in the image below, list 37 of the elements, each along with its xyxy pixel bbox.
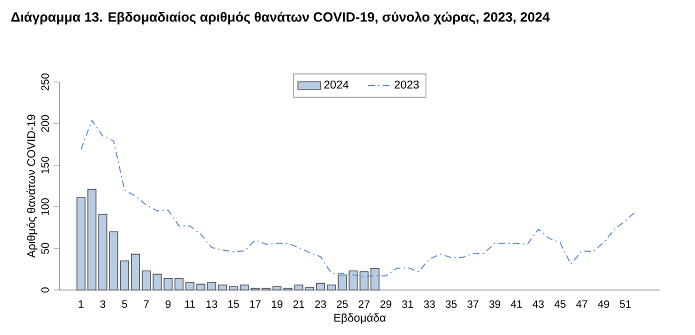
y-tick-label: 250: [41, 74, 49, 90]
x-tick-label: 21: [293, 300, 304, 308]
x-tick-label: 17: [250, 300, 261, 308]
x-tick-label: 7: [144, 300, 149, 308]
x-tick-label: 35: [446, 300, 457, 308]
x-tick-label: 47: [576, 300, 588, 308]
x-tick-label: 1: [78, 300, 84, 308]
x-tick-label: 9: [166, 300, 171, 308]
x-tick-label: 49: [598, 300, 610, 308]
x-axis-title: Εβδομάδα: [334, 313, 386, 324]
x-tick-label: 45: [554, 300, 566, 308]
x-tick-label: 41: [510, 300, 522, 308]
x-tick-label: 43: [532, 300, 544, 308]
x-tick-label: 3: [100, 300, 106, 308]
x-tick-label: 15: [228, 300, 239, 308]
legend-label: 2024: [324, 80, 349, 89]
x-tick-label: 11: [185, 300, 195, 308]
y-tick-label: 200: [41, 115, 49, 132]
x-tick-label: 19: [272, 300, 282, 308]
x-tick-label: 33: [424, 300, 435, 308]
x-tick-label: 37: [467, 300, 478, 308]
y-axis-title: Αριθμός θανάτων COVID-19: [26, 114, 38, 258]
x-tick-label: 51: [620, 300, 631, 308]
y-tick-label: 150: [41, 156, 49, 174]
x-tick-label: 39: [489, 300, 500, 308]
y-tick-label: 0: [41, 287, 49, 293]
x-tick-label: 23: [315, 300, 326, 308]
y-tick-label: 100: [41, 198, 49, 215]
x-tick-label: 5: [122, 300, 128, 308]
y-tick-label: 50: [41, 242, 49, 254]
chart-title: Διάγραμμα 13. Εβδομαδιαίος αριθμός θανάτων COVID-19, σύνολο χώρας, 2023, 2024: [11, 12, 550, 24]
legend-label: 2023: [394, 80, 419, 89]
x-tick-label: 31: [402, 300, 414, 308]
x-tick-label: 25: [336, 300, 348, 308]
x-tick-label: 27: [358, 300, 370, 308]
x-tick-label: 13: [206, 300, 218, 308]
x-tick-label: 29: [380, 300, 392, 308]
